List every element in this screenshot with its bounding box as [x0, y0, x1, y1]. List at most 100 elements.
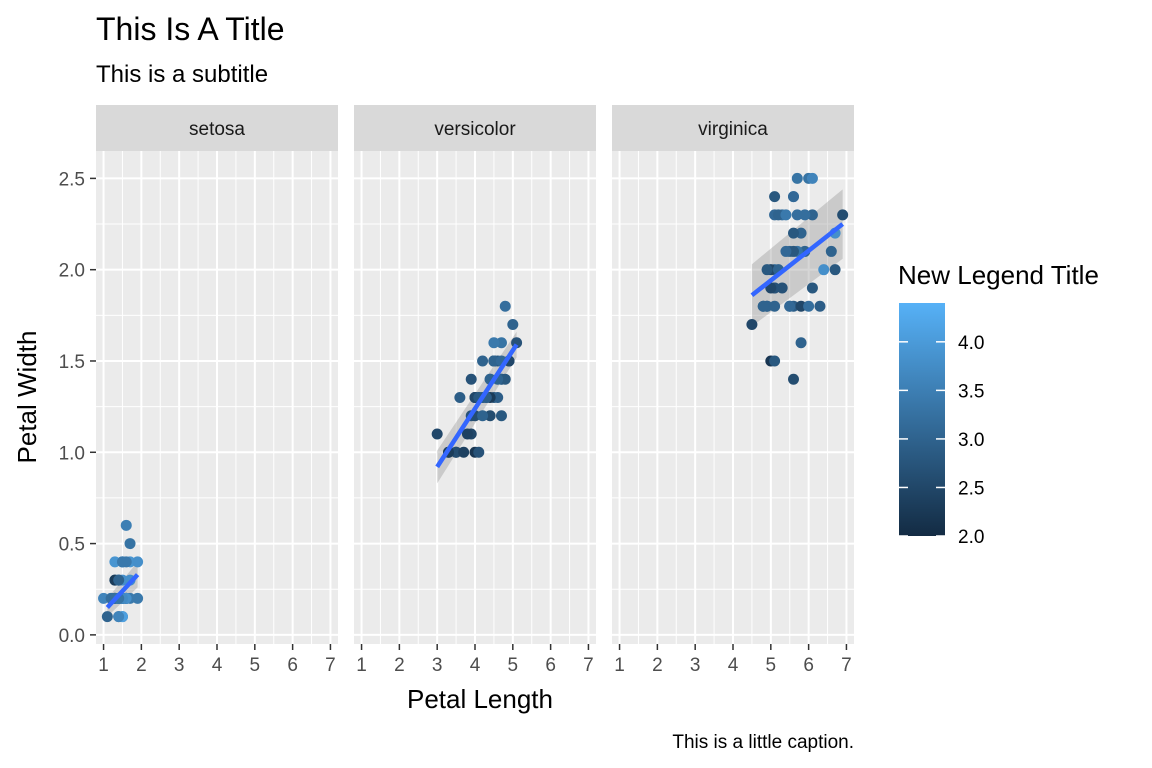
data-point: [120, 519, 132, 531]
data-point: [814, 300, 826, 312]
legend-tick-label: 3.5: [958, 381, 984, 402]
color-legend: New Legend Title 2.0 2.5 3.0 3.5 4.0: [898, 260, 1099, 548]
data-point: [113, 574, 125, 586]
data-point: [806, 282, 818, 294]
chart-subtitle: This is a subtitle: [96, 61, 268, 88]
x-tick-label: 5: [508, 655, 519, 676]
x-tick-label: 5: [250, 655, 261, 676]
x-tick-label: 3: [690, 655, 701, 676]
data-point: [484, 410, 496, 422]
facet-strip-label: setosa: [189, 119, 245, 140]
data-point: [116, 556, 128, 568]
data-point: [431, 428, 443, 440]
data-point: [829, 264, 841, 276]
y-tick-label: 0.0: [59, 626, 85, 647]
x-tick-label: 4: [728, 655, 739, 676]
data-point: [461, 428, 473, 440]
y-axis: 0.0 0.5 1.0 1.5 2.0 2.5: [59, 169, 96, 647]
x-tick-label: 7: [841, 655, 852, 676]
facet-strip-label: versicolor: [434, 119, 516, 140]
data-point: [772, 209, 784, 221]
data-point: [98, 592, 110, 604]
data-point: [477, 355, 489, 367]
x-tick-label: 1: [614, 655, 625, 676]
facet-panels: setosa 1 2 3 4 5 6 7 versicolor 1 2 3 4 5 6 7 virginica 1…: [96, 105, 854, 676]
regression-line: [750, 222, 845, 298]
x-tick-label: 7: [583, 655, 594, 676]
data-point: [458, 446, 470, 458]
data-point: [124, 538, 136, 550]
legend-title: New Legend Title: [898, 260, 1099, 290]
data-point: [795, 227, 807, 239]
data-point: [746, 318, 758, 330]
data-point: [825, 245, 837, 257]
x-tick-label: 7: [325, 655, 336, 676]
data-point: [507, 318, 519, 330]
data-point: [784, 300, 796, 312]
data-point: [757, 300, 769, 312]
data-point: [473, 446, 485, 458]
facet-strip: [612, 105, 854, 151]
data-point: [788, 191, 799, 203]
x-tick-label: 6: [545, 655, 556, 676]
data-point: [791, 209, 803, 221]
data-point: [109, 556, 121, 568]
data-point: [132, 556, 144, 568]
data-point: [454, 392, 466, 403]
legend-tick-label: 2.5: [958, 478, 984, 499]
data-point: [780, 245, 792, 257]
x-tick-label: 6: [803, 655, 814, 676]
facet-panel-versicolor: versicolor 1 2 3 4 5 6 7: [354, 105, 596, 676]
facet-panel-setosa: setosa 1 2 3 4 5 6 7: [96, 105, 338, 676]
data-point: [132, 592, 144, 604]
x-tick-label: 1: [356, 655, 367, 676]
data-point: [761, 264, 773, 276]
data-point: [492, 392, 504, 403]
x-tick-label: 4: [470, 655, 481, 676]
x-tick-label: 1: [98, 655, 109, 676]
regression-line: [105, 573, 140, 610]
chart-caption: This is a little caption.: [672, 732, 854, 753]
data-point: [495, 410, 507, 422]
facet-panel-virginica: virginica 1 2 3 4 5 6 7: [612, 105, 854, 676]
x-tick-label: 5: [766, 655, 777, 676]
facet-strip: [96, 105, 338, 151]
y-tick-label: 1.5: [59, 352, 85, 373]
y-tick-label: 2.5: [59, 169, 85, 190]
data-point: [806, 172, 818, 184]
x-tick-label: 2: [136, 655, 147, 676]
data-point: [818, 264, 830, 276]
data-point: [795, 337, 807, 349]
x-tick-label: 6: [287, 655, 298, 676]
data-point: [488, 355, 500, 367]
data-point: [769, 355, 781, 367]
chart-title: This Is A Title: [96, 11, 285, 47]
data-point: [791, 172, 803, 184]
x-tick-label: 3: [432, 655, 443, 676]
data-point: [499, 373, 511, 385]
data-point: [837, 209, 849, 221]
data-point: [788, 227, 799, 239]
data-point: [450, 446, 462, 458]
data-point: [780, 209, 792, 221]
legend-tick-label: 3.0: [958, 430, 984, 451]
data-point: [806, 209, 818, 221]
x-axis-label: Petal Length: [407, 684, 553, 714]
data-point: [788, 373, 799, 385]
data-point: [776, 282, 788, 294]
legend-tick-label: 2.0: [958, 527, 984, 548]
data-point: [803, 300, 815, 312]
data-point: [488, 337, 500, 349]
facet-strip: [354, 105, 596, 151]
legend-tick-label: 4.0: [958, 333, 984, 354]
data-point: [769, 300, 781, 312]
data-point: [795, 300, 807, 312]
regression-line: [435, 343, 519, 469]
data-point: [113, 611, 125, 623]
x-tick-label: 2: [652, 655, 663, 676]
y-tick-label: 1.0: [59, 443, 85, 464]
x-tick-label: 2: [394, 655, 405, 676]
data-point: [799, 209, 811, 221]
data-point: [477, 410, 489, 422]
